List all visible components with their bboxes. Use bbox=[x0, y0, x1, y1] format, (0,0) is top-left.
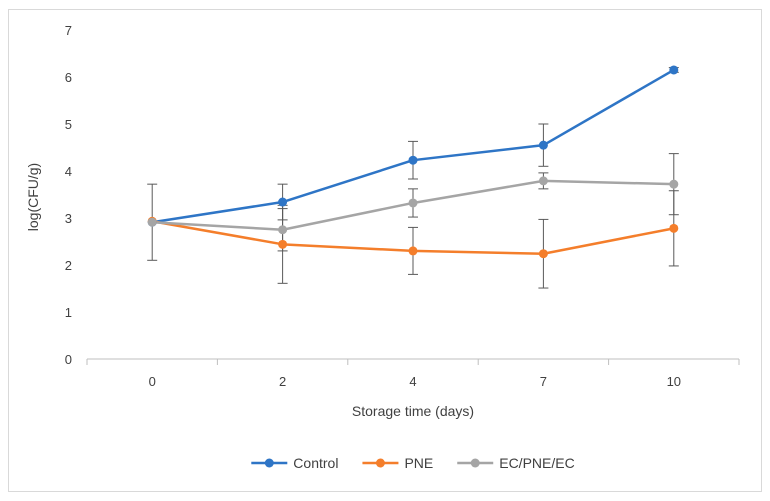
data-point bbox=[669, 65, 679, 75]
data-point bbox=[278, 197, 288, 207]
legend-swatch-marker bbox=[264, 458, 274, 468]
data-point bbox=[278, 239, 288, 249]
y-tick-label: 3 bbox=[65, 211, 72, 226]
x-tick-label: 0 bbox=[149, 374, 156, 389]
data-point bbox=[538, 249, 548, 259]
legend-label: Control bbox=[293, 455, 338, 471]
data-points bbox=[147, 65, 679, 259]
legend: Control PNE EC/PNE/EC bbox=[251, 455, 575, 471]
y-tick-label: 5 bbox=[65, 117, 72, 132]
data-point bbox=[669, 223, 679, 233]
legend-item: Control bbox=[251, 455, 338, 471]
data-point bbox=[538, 140, 548, 150]
legend-swatch-marker bbox=[375, 458, 385, 468]
x-tick-label: 7 bbox=[540, 374, 547, 389]
y-tick-label: 1 bbox=[65, 305, 72, 320]
data-point bbox=[538, 176, 548, 186]
legend-swatch-marker bbox=[470, 458, 480, 468]
y-tick-label: 0 bbox=[65, 352, 72, 367]
data-point bbox=[147, 217, 157, 227]
x-tick-label: 4 bbox=[409, 374, 416, 389]
y-tick-label: 7 bbox=[65, 23, 72, 38]
legend-label: PNE bbox=[404, 455, 433, 471]
data-point bbox=[669, 179, 679, 189]
y-tick-label: 6 bbox=[65, 70, 72, 85]
y-tick-label: 2 bbox=[65, 258, 72, 273]
legend-label: EC/PNE/EC bbox=[499, 455, 574, 471]
y-tick-label: 4 bbox=[65, 164, 72, 179]
data-point bbox=[408, 155, 418, 165]
data-point bbox=[278, 225, 288, 235]
axes: 0 1 2 3 4 5 6 7 0 2 4 7 10 bbox=[65, 23, 740, 389]
legend-item: PNE bbox=[362, 455, 433, 471]
legend-item: EC/PNE/EC bbox=[457, 455, 575, 471]
data-point bbox=[408, 246, 418, 256]
data-point bbox=[408, 198, 418, 208]
x-tick-label: 10 bbox=[667, 374, 681, 389]
x-tick-label: 2 bbox=[279, 374, 286, 389]
y-axis-title: log(CFU/g) bbox=[25, 163, 41, 231]
x-axis-title: Storage time (days) bbox=[352, 403, 474, 419]
